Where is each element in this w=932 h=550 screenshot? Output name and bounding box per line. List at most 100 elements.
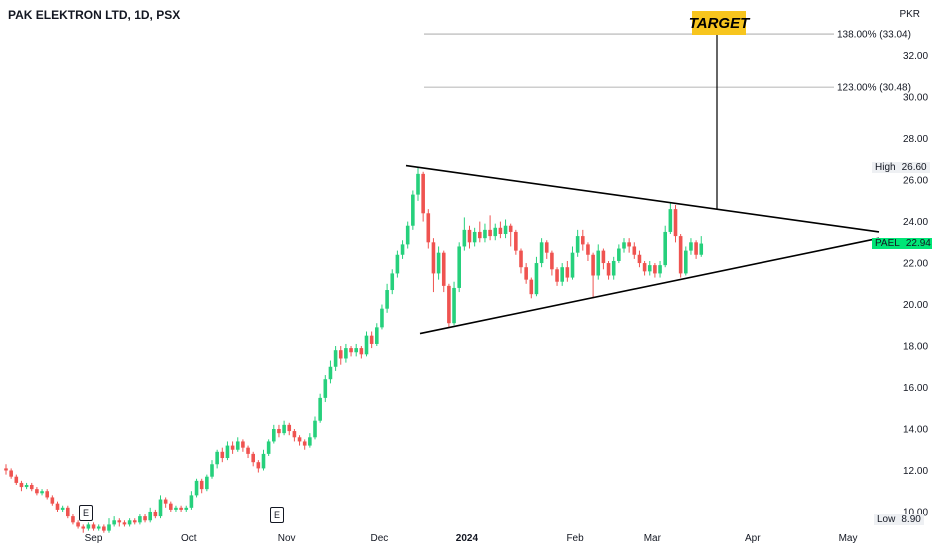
candle xyxy=(210,460,214,479)
triangle-upper-line[interactable] xyxy=(405,164,880,233)
candle xyxy=(287,422,292,436)
candle xyxy=(323,375,328,403)
candle xyxy=(138,514,142,525)
fib-extension-levels: 138.00% (33.04) 123.00% (30.48) xyxy=(424,30,911,94)
candle xyxy=(184,505,189,512)
last-tag-name: PAEL xyxy=(872,238,903,250)
candle xyxy=(328,360,333,384)
candle xyxy=(338,346,343,365)
candle xyxy=(86,522,91,531)
candle xyxy=(235,437,240,452)
x-tick-label: Feb xyxy=(566,533,584,544)
candle xyxy=(369,331,374,349)
candle xyxy=(230,441,235,454)
candle xyxy=(606,260,611,280)
candle xyxy=(447,283,451,328)
currency-label: PKR xyxy=(899,9,920,20)
candle xyxy=(436,246,441,280)
low-price-tag: Low 8.90 xyxy=(874,512,924,526)
candle xyxy=(431,238,436,293)
candle xyxy=(493,223,498,241)
candle xyxy=(148,507,152,523)
candle xyxy=(385,283,389,313)
candle xyxy=(19,480,24,492)
low-tag-value: 8.90 xyxy=(898,513,924,525)
candle xyxy=(194,478,199,498)
candle xyxy=(637,250,642,268)
candle xyxy=(555,267,559,286)
candle xyxy=(308,433,312,448)
earnings-badge-icon[interactable]: E xyxy=(270,507,284,523)
candle xyxy=(699,236,704,257)
candle xyxy=(215,449,219,469)
high-tag-value: 26.60 xyxy=(898,162,930,174)
candle xyxy=(529,277,534,299)
candle xyxy=(205,474,209,492)
candle xyxy=(375,323,379,347)
candle xyxy=(586,242,590,261)
x-tick-label: May xyxy=(839,533,858,544)
candle xyxy=(91,522,96,531)
x-tick-label: Apr xyxy=(745,533,761,544)
candle xyxy=(678,234,683,278)
candle xyxy=(488,215,492,241)
candle xyxy=(689,238,693,255)
earnings-badge-icon[interactable]: E xyxy=(79,505,93,521)
candle xyxy=(565,260,570,282)
candle xyxy=(478,221,482,243)
candle xyxy=(14,474,19,485)
x-tick-label: Sep xyxy=(85,533,103,544)
candle xyxy=(467,225,472,249)
y-tick-label: 28.00 xyxy=(903,134,928,145)
candle xyxy=(302,439,307,450)
candle xyxy=(349,346,353,357)
candle xyxy=(622,238,626,253)
candle xyxy=(457,242,461,293)
candle xyxy=(112,516,116,527)
candle xyxy=(359,346,364,359)
y-tick-label: 24.00 xyxy=(903,217,928,228)
candle xyxy=(292,428,297,442)
candle xyxy=(261,449,266,471)
candle xyxy=(158,495,163,519)
candle xyxy=(318,393,322,423)
candle xyxy=(421,171,425,222)
candle xyxy=(313,416,317,440)
candle xyxy=(225,441,230,461)
candle xyxy=(266,439,271,456)
candle xyxy=(581,229,585,251)
candle xyxy=(617,244,621,264)
candle xyxy=(647,260,652,276)
candle xyxy=(544,240,549,259)
candle xyxy=(143,514,147,523)
x-tick-label: Nov xyxy=(278,533,296,544)
candle xyxy=(426,209,431,249)
candle xyxy=(658,260,662,278)
candle xyxy=(251,451,255,467)
last-price-tag: PAEL 22.94 xyxy=(872,237,932,251)
y-tick-label: 12.00 xyxy=(903,466,928,477)
candle xyxy=(24,482,29,490)
triangle-lower-line[interactable] xyxy=(419,237,880,335)
candle xyxy=(169,501,173,512)
candle xyxy=(174,505,178,512)
y-tick-label: 14.00 xyxy=(903,424,928,435)
candle xyxy=(66,505,70,519)
candle xyxy=(405,221,410,249)
candle xyxy=(390,269,395,295)
fib-level-label: 138.00% (33.04) xyxy=(837,30,911,41)
triangle-pattern xyxy=(405,164,880,335)
candle xyxy=(694,240,698,259)
x-tick-label: 2024 xyxy=(456,533,479,544)
candle xyxy=(570,246,575,280)
low-tag-name: Low xyxy=(874,513,899,525)
fib-level-label: 123.00% (30.48) xyxy=(837,83,911,94)
candle xyxy=(575,229,580,257)
candle xyxy=(519,248,523,274)
candle xyxy=(277,424,281,438)
candle xyxy=(107,518,111,533)
candle xyxy=(508,223,513,247)
candle xyxy=(4,464,8,475)
candle xyxy=(539,238,544,268)
